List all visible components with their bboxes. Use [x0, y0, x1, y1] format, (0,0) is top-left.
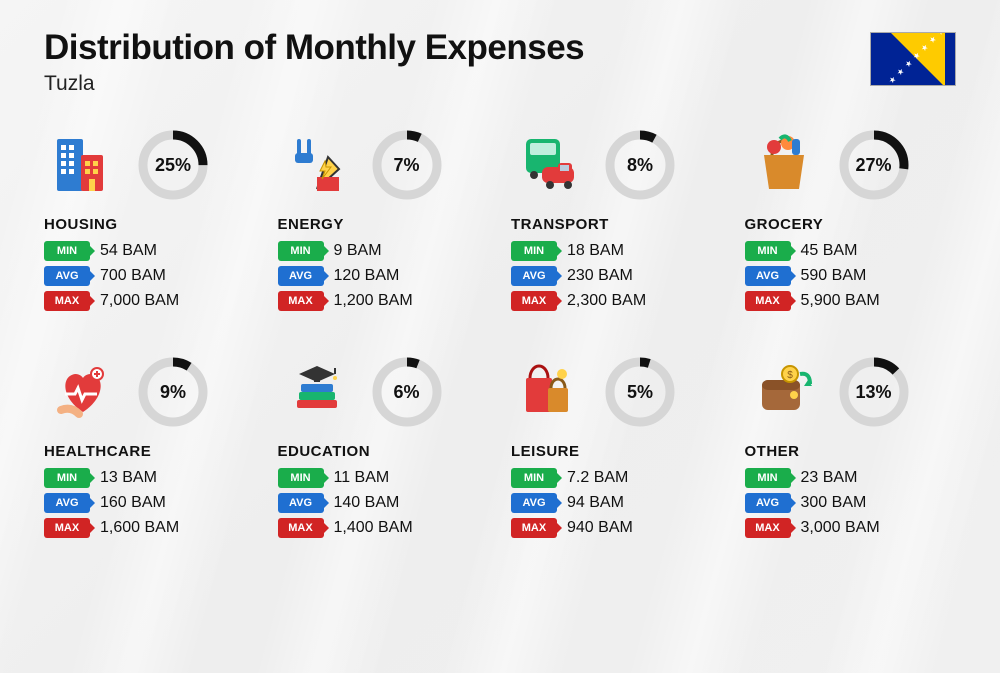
percent-donut: 25% [136, 128, 210, 202]
max-value: 3,000 BAM [801, 519, 880, 537]
category-name: ENERGY [278, 216, 490, 233]
percent-donut: 5% [603, 355, 677, 429]
education-icon [278, 356, 356, 428]
leisure-icon [511, 356, 589, 428]
category-card: $ 13% OTHER MIN 23 BAM AVG 300 BAM MAX 3,00… [745, 353, 957, 538]
avg-tag: AVG [511, 266, 557, 286]
avg-value: 140 BAM [334, 494, 400, 512]
avg-value: 590 BAM [801, 267, 867, 285]
category-card: 27% GROCERY MIN 45 BAM AVG 590 BAM MAX 5,90… [745, 126, 957, 311]
max-tag: MAX [278, 291, 324, 311]
min-tag: MIN [745, 241, 791, 261]
category-name: TRANSPORT [511, 216, 723, 233]
max-tag: MAX [44, 291, 90, 311]
min-tag: MIN [745, 468, 791, 488]
max-tag: MAX [745, 291, 791, 311]
min-value: 45 BAM [801, 242, 858, 260]
housing-icon [44, 129, 122, 201]
max-value: 2,300 BAM [567, 292, 646, 310]
category-card: 25% HOUSING MIN 54 BAM AVG 700 BAM MAX 7,00… [44, 126, 256, 311]
healthcare-icon [44, 356, 122, 428]
max-value: 1,400 BAM [334, 519, 413, 537]
min-value: 11 BAM [334, 469, 390, 487]
category-card: 7% ENERGY MIN 9 BAM AVG 120 BAM MAX 1,200 B… [278, 126, 490, 311]
avg-tag: AVG [278, 493, 324, 513]
category-card: 9% HEALTHCARE MIN 13 BAM AVG 160 BAM MAX 1,… [44, 353, 256, 538]
category-grid: 25% HOUSING MIN 54 BAM AVG 700 BAM MAX 7,00… [44, 126, 956, 538]
min-tag: MIN [511, 468, 557, 488]
grocery-icon [745, 129, 823, 201]
max-value: 5,900 BAM [801, 292, 880, 310]
category-name: GROCERY [745, 216, 957, 233]
max-tag: MAX [511, 291, 557, 311]
percent-donut: 8% [603, 128, 677, 202]
min-value: 18 BAM [567, 242, 624, 260]
flag-bosnia-icon: ★ ★ ★ ★ ★ ★ ★ ★ [870, 32, 956, 86]
max-value: 1,600 BAM [100, 519, 179, 537]
svg-text:$: $ [787, 370, 793, 381]
min-tag: MIN [44, 241, 90, 261]
min-tag: MIN [511, 241, 557, 261]
category-name: OTHER [745, 443, 957, 460]
min-value: 54 BAM [100, 242, 157, 260]
avg-tag: AVG [44, 493, 90, 513]
max-tag: MAX [278, 518, 324, 538]
max-value: 7,000 BAM [100, 292, 179, 310]
avg-tag: AVG [278, 266, 324, 286]
category-card: 5% LEISURE MIN 7.2 BAM AVG 94 BAM MAX 940 B… [511, 353, 723, 538]
min-tag: MIN [44, 468, 90, 488]
avg-value: 120 BAM [334, 267, 400, 285]
avg-value: 160 BAM [100, 494, 166, 512]
category-name: HOUSING [44, 216, 256, 233]
min-value: 7.2 BAM [567, 469, 628, 487]
percent-donut: 27% [837, 128, 911, 202]
other-icon: $ [745, 356, 823, 428]
percent-donut: 7% [370, 128, 444, 202]
category-card: 6% EDUCATION MIN 11 BAM AVG 140 BAM MAX 1,4… [278, 353, 490, 538]
min-tag: MIN [278, 468, 324, 488]
header: Distribution of Monthly Expenses Tuzla ★… [44, 28, 956, 96]
percent-donut: 9% [136, 355, 210, 429]
energy-icon [278, 129, 356, 201]
max-tag: MAX [511, 518, 557, 538]
min-value: 9 BAM [334, 242, 382, 260]
category-name: LEISURE [511, 443, 723, 460]
min-tag: MIN [278, 241, 324, 261]
min-value: 13 BAM [100, 469, 157, 487]
percent-donut: 6% [370, 355, 444, 429]
avg-value: 700 BAM [100, 267, 166, 285]
avg-value: 300 BAM [801, 494, 867, 512]
max-value: 1,200 BAM [334, 292, 413, 310]
transport-icon [511, 129, 589, 201]
page-title: Distribution of Monthly Expenses [44, 28, 584, 68]
max-value: 940 BAM [567, 519, 633, 537]
max-tag: MAX [44, 518, 90, 538]
avg-tag: AVG [745, 493, 791, 513]
avg-tag: AVG [511, 493, 557, 513]
category-card: 8% TRANSPORT MIN 18 BAM AVG 230 BAM MAX 2,3… [511, 126, 723, 311]
category-name: HEALTHCARE [44, 443, 256, 460]
avg-value: 230 BAM [567, 267, 633, 285]
max-tag: MAX [745, 518, 791, 538]
avg-value: 94 BAM [567, 494, 624, 512]
avg-tag: AVG [745, 266, 791, 286]
avg-tag: AVG [44, 266, 90, 286]
category-name: EDUCATION [278, 443, 490, 460]
percent-donut: 13% [837, 355, 911, 429]
page-subtitle: Tuzla [44, 72, 584, 96]
min-value: 23 BAM [801, 469, 858, 487]
